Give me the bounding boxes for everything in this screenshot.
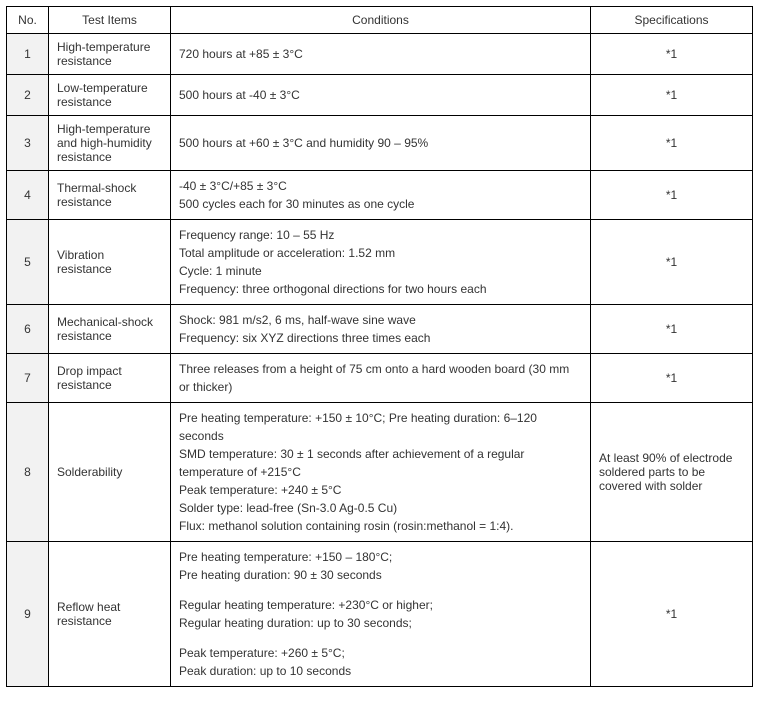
row-no: 6 [7,305,49,354]
row-specification: *1 [591,220,753,305]
condition-line: Flux: methanol solution containing rosin… [179,517,582,535]
condition-line: Pre heating duration: 90 ± 30 seconds [179,566,582,584]
condition-line: 720 hours at +85 ± 3°C [179,45,582,63]
row-conditions: Shock: 981 m/s2, 6 ms, half-wave sine wa… [171,305,591,354]
row-test-item: Solderability [49,403,171,542]
condition-line: Cycle: 1 minute [179,262,582,280]
table-row: 1High-temperature resistance 720 hours at… [7,34,753,75]
row-specification: *1 [591,116,753,171]
row-test-item: High-temperature and high-humidity resis… [49,116,171,171]
row-conditions: 500 hours at +60 ± 3°C and humidity 90 –… [171,116,591,171]
row-test-item: Drop impact resistance [49,354,171,403]
row-conditions: 500 hours at -40 ± 3°C [171,75,591,116]
row-test-item: Vibration resistance [49,220,171,305]
condition-line: Peak temperature: +260 ± 5°C; [179,644,582,662]
condition-line: Pre heating temperature: +150 ± 10°C; Pr… [179,409,582,445]
row-test-item: High-temperature resistance [49,34,171,75]
spec-table: No. Test Items Conditions Specifications… [6,6,753,687]
row-conditions: 720 hours at +85 ± 3°C [171,34,591,75]
table-row: 3High-temperature and high-humidity resi… [7,116,753,171]
table-row: 8SolderabilityPre heating temperature: +… [7,403,753,542]
row-test-item: Mechanical-shock resistance [49,305,171,354]
condition-blank-line [179,632,582,644]
condition-line: Three releases from a height of 75 cm on… [179,360,582,396]
row-conditions: Frequency range: 10 – 55 HzTotal amplitu… [171,220,591,305]
row-test-item: Thermal-shock resistance [49,171,171,220]
condition-line: Frequency: six XYZ directions three time… [179,329,582,347]
row-specification: *1 [591,542,753,687]
header-conditions: Conditions [171,7,591,34]
condition-line: Regular heating duration: up to 30 secon… [179,614,582,632]
table-row: 5Vibration resistanceFrequency range: 10… [7,220,753,305]
row-conditions: Pre heating temperature: +150 ± 10°C; Pr… [171,403,591,542]
row-conditions: Three releases from a height of 75 cm on… [171,354,591,403]
condition-line: Frequency: three orthogonal directions f… [179,280,582,298]
row-no: 7 [7,354,49,403]
row-no: 3 [7,116,49,171]
row-no: 4 [7,171,49,220]
table-row: 6Mechanical-shock resistance Shock: 981 m… [7,305,753,354]
condition-line: 500 cycles each for 30 minutes as one cy… [179,195,582,213]
spec-table-body: 1High-temperature resistance 720 hours at… [7,34,753,687]
row-no: 5 [7,220,49,305]
row-specification: *1 [591,354,753,403]
condition-line: 500 hours at +60 ± 3°C and humidity 90 –… [179,134,582,152]
row-specification: *1 [591,34,753,75]
condition-line: Frequency range: 10 – 55 Hz [179,226,582,244]
row-test-item: Low-temperature resistance [49,75,171,116]
row-no: 1 [7,34,49,75]
condition-line: -40 ± 3°C/+85 ± 3°C [179,177,582,195]
condition-line: 500 hours at -40 ± 3°C [179,86,582,104]
condition-line: Peak duration: up to 10 seconds [179,662,582,680]
condition-blank-line [179,584,582,596]
condition-line: Total amplitude or acceleration: 1.52 mm [179,244,582,262]
header-row: No. Test Items Conditions Specifications [7,7,753,34]
condition-line: Shock: 981 m/s2, 6 ms, half-wave sine wa… [179,311,582,329]
table-row: 2Low-temperature resistance 500 hours at … [7,75,753,116]
row-no: 8 [7,403,49,542]
condition-line: Solder type: lead-free (Sn-3.0 Ag-0.5 Cu… [179,499,582,517]
condition-line: Peak temperature: +240 ± 5°C [179,481,582,499]
condition-line: Regular heating temperature: +230°C or h… [179,596,582,614]
row-no: 2 [7,75,49,116]
condition-line: Pre heating temperature: +150 – 180°C; [179,548,582,566]
row-test-item: Reflow heat resistance [49,542,171,687]
row-specification: *1 [591,305,753,354]
table-row: 7Drop impact resistanceThree releases fr… [7,354,753,403]
condition-line: SMD temperature: 30 ± 1 seconds after ac… [179,445,582,481]
header-no: No. [7,7,49,34]
table-row: 4Thermal-shock resistance-40 ± 3°C/+85 ±… [7,171,753,220]
row-no: 9 [7,542,49,687]
header-test-items: Test Items [49,7,171,34]
row-specification: *1 [591,171,753,220]
row-conditions: -40 ± 3°C/+85 ± 3°C500 cycles each for 3… [171,171,591,220]
header-specifications: Specifications [591,7,753,34]
table-row: 9Reflow heat resistancePre heating tempe… [7,542,753,687]
row-conditions: Pre heating temperature: +150 – 180°C;Pr… [171,542,591,687]
row-specification: *1 [591,75,753,116]
row-specification: At least 90% of electrode soldered parts… [591,403,753,542]
